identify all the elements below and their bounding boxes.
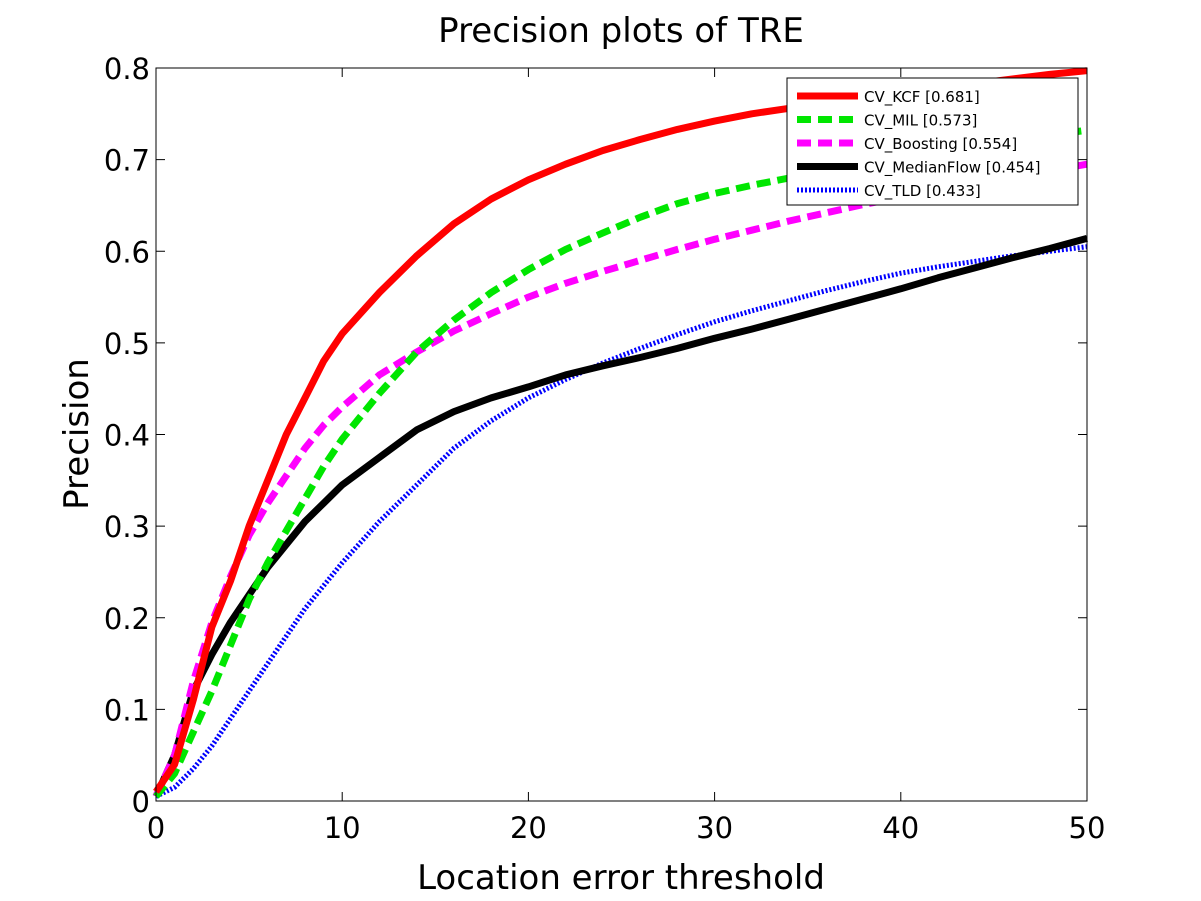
axis-ticks: 0 10 20 30 40 50 0 0.1 0.2 0.3 0.4 0.5 0.6 0.7 0.8	[104, 52, 1106, 845]
y-tick-label: 0.3	[104, 510, 150, 544]
y-tick-label: 0.7	[104, 144, 150, 178]
y-tick-label: 0.1	[104, 693, 150, 727]
legend-label-1: CV_MIL [0.573]	[864, 112, 977, 131]
series-line-4	[154, 244, 1088, 799]
legend-label-2: CV_Boosting [0.554]	[864, 135, 1017, 154]
x-axis-label: Location error threshold	[417, 858, 825, 898]
x-tick-label: 50	[1069, 811, 1106, 845]
x-tick-label: 10	[324, 811, 361, 845]
y-axis-label: Precision	[57, 358, 97, 510]
x-tick-label: 40	[882, 811, 919, 845]
x-tick-label: 20	[510, 811, 547, 845]
legend-label-0: CV_KCF [0.681]	[864, 88, 980, 107]
legend-label-4: CV_TLD [0.433]	[864, 182, 981, 201]
y-tick-label: 0	[132, 785, 150, 819]
y-tick-label: 0.8	[104, 52, 150, 86]
series-line-1	[153, 126, 1088, 799]
y-tick-label: 0.6	[104, 235, 150, 269]
y-tick-label: 0.2	[104, 602, 150, 636]
x-tick-label: 0	[147, 811, 165, 845]
legend: CV_KCF [0.681] CV_MIL [0.573] CV_Boosting …	[786, 77, 1079, 206]
y-tick-label: 0.4	[104, 419, 150, 453]
legend-label-3: CV_MedianFlow [0.454]	[864, 159, 1040, 178]
chart-title: Precision plots of TRE	[438, 11, 804, 51]
x-tick-label: 30	[696, 811, 733, 845]
y-tick-label: 0.5	[104, 327, 150, 361]
plot-frame	[155, 67, 1088, 802]
